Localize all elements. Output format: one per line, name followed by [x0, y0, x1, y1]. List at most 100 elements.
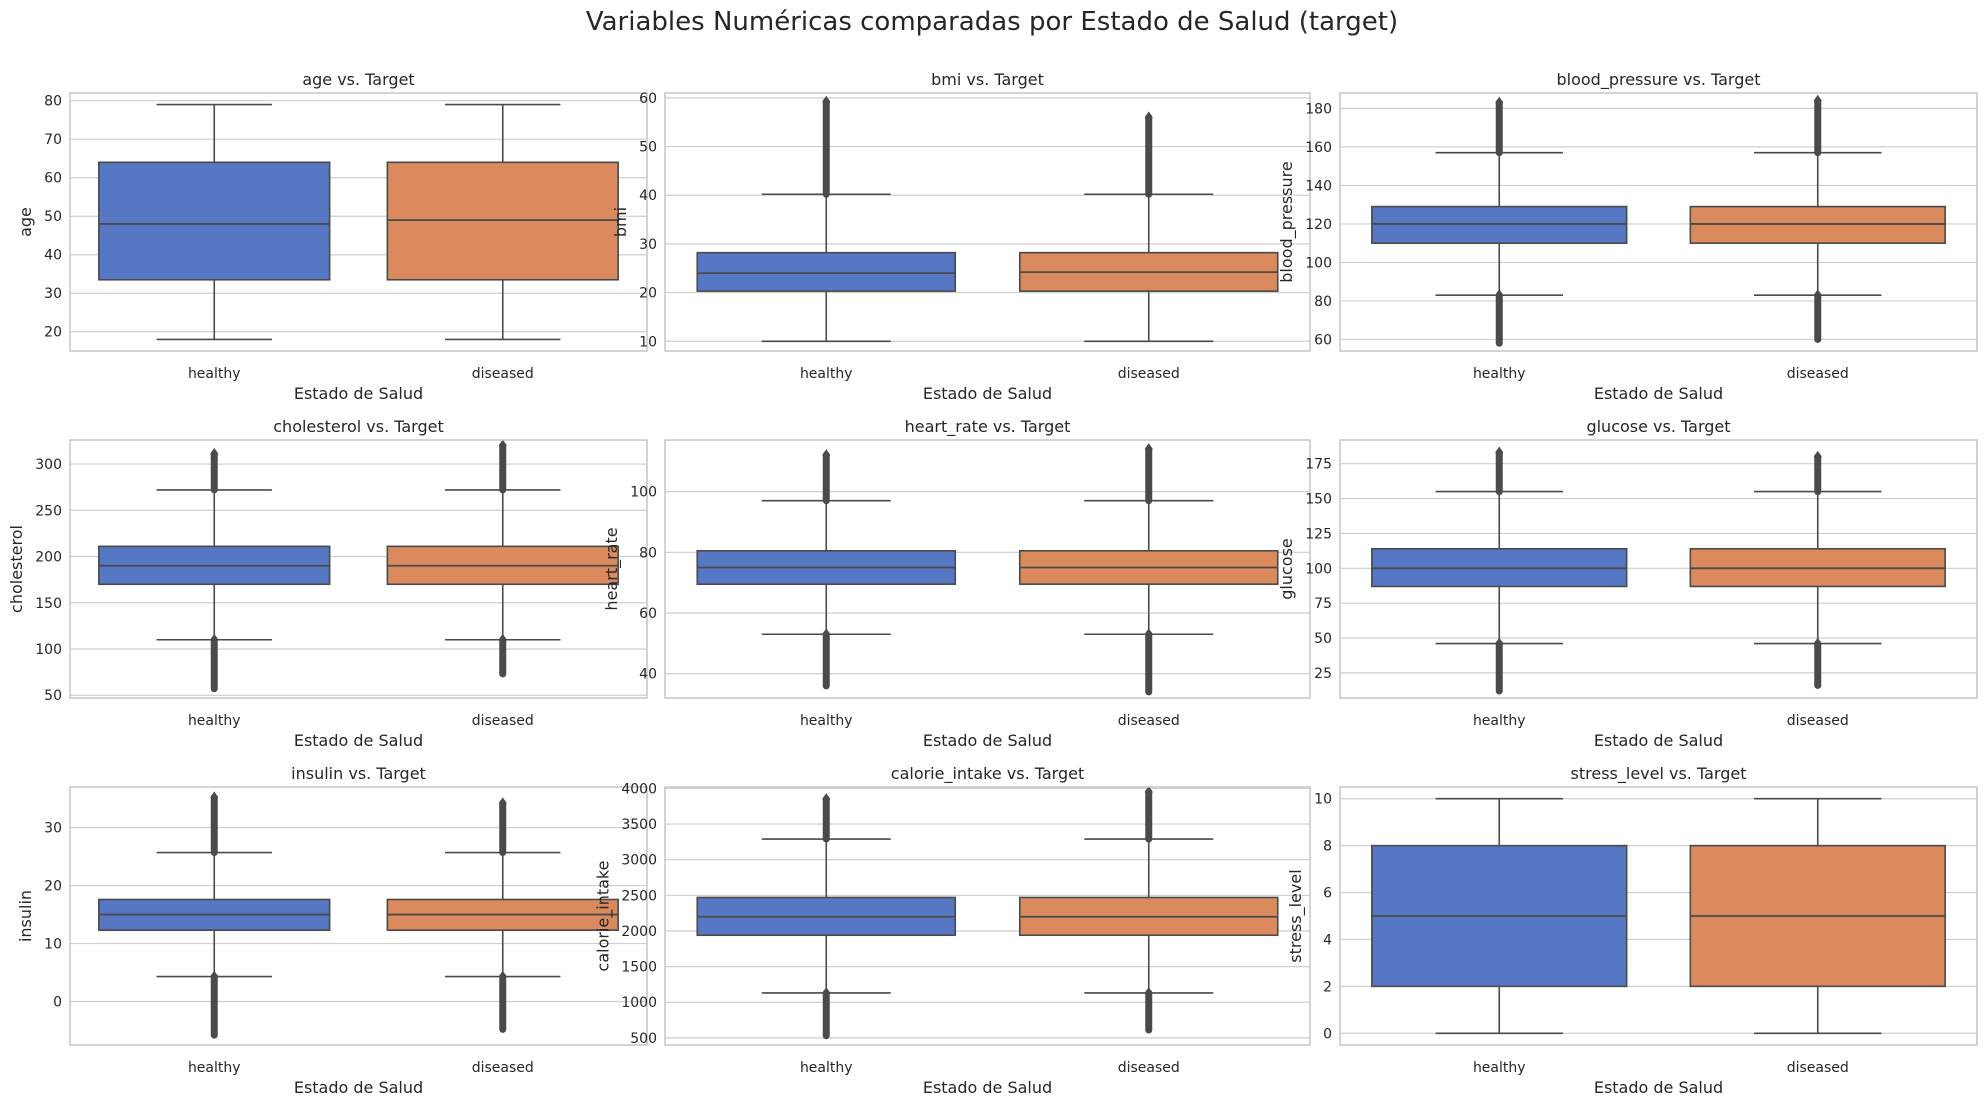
- subplot-title: heart_rate vs. Target: [905, 417, 1071, 437]
- x-axis-label: Estado de Salud: [294, 384, 423, 403]
- y-axis-label: glucose: [1277, 538, 1296, 600]
- outlier-marker: [210, 633, 219, 646]
- y-tick-label: 4: [1323, 932, 1332, 948]
- iqr-box: [1689, 205, 1946, 244]
- x-tick-label: healthy: [800, 713, 853, 729]
- subplot-title: insulin vs. Target: [291, 764, 426, 783]
- subplot-title: blood_pressure vs. Target: [1556, 70, 1760, 90]
- subplot-title: bmi vs. Target: [931, 70, 1044, 89]
- outlier-marker: [210, 791, 219, 804]
- x-axis-label: Estado de Salud: [294, 731, 423, 750]
- outlier-marker: [1813, 289, 1822, 302]
- y-tick-label: 40: [639, 188, 657, 204]
- outlier-marker: [498, 439, 507, 452]
- y-tick-label: 30: [639, 237, 657, 253]
- iqr-box: [386, 161, 619, 281]
- x-tick-label: healthy: [800, 366, 853, 382]
- box-diseased: [1018, 111, 1279, 343]
- y-tick-label: 40: [44, 248, 62, 264]
- y-tick-label: 80: [1314, 294, 1332, 310]
- x-tick-label: diseased: [1787, 1060, 1849, 1076]
- box-healthy: [98, 103, 331, 341]
- y-tick-label: 10: [1314, 792, 1332, 808]
- box-diseased: [1018, 443, 1279, 696]
- x-axis-label: Estado de Salud: [1594, 731, 1723, 750]
- y-tick-label: 1000: [621, 995, 657, 1011]
- subplot-stress_level: 0 2 4 6 8 10 healthy diseased stress_level vs. T…: [1286, 764, 1978, 1097]
- box-diseased: [386, 103, 619, 341]
- y-tick-label: 50: [44, 688, 62, 704]
- y-tick-label: 100: [35, 642, 62, 658]
- subplot-glucose: 25 50 75 100 125 150 175 healthy diseased glucose…: [1277, 417, 1978, 750]
- box-healthy: [1371, 797, 1628, 1035]
- outlier-marker: [498, 633, 507, 646]
- outlier-marker: [1495, 446, 1504, 459]
- plot-frame: [664, 439, 1311, 699]
- box-diseased: [1689, 450, 1946, 689]
- y-tick-label: 180: [1305, 101, 1332, 117]
- x-tick-label: diseased: [1118, 366, 1180, 382]
- y-tick-label: 50: [639, 140, 657, 156]
- y-tick-label: 20: [44, 325, 62, 341]
- y-axis-label: stress_level: [1286, 869, 1306, 962]
- x-tick-label: diseased: [472, 1060, 534, 1076]
- y-tick-label: 70: [44, 132, 62, 148]
- subplot-title: cholesterol vs. Target: [273, 417, 444, 436]
- subplot-title: calorie_intake vs. Target: [891, 764, 1084, 784]
- outlier-marker: [822, 986, 831, 999]
- plot-frame: [664, 786, 1311, 1046]
- box-healthy: [98, 447, 331, 693]
- y-tick-label: 300: [35, 457, 62, 473]
- y-axis-label: age: [16, 207, 35, 237]
- outlier-marker: [1144, 785, 1153, 798]
- outlier-marker: [1813, 637, 1822, 650]
- subplot-bmi: 10 20 30 40 50 60 healthy diseased bmi vs. Targe…: [611, 70, 1311, 403]
- y-tick-label: 150: [1305, 492, 1332, 508]
- box-diseased: [1018, 785, 1279, 1034]
- y-tick-label: 80: [639, 545, 657, 561]
- x-tick-label: diseased: [1118, 1060, 1180, 1076]
- outlier-marker: [1144, 986, 1153, 999]
- outlier-marker: [210, 447, 219, 460]
- figure-title: Variables Numéricas comparadas por Estad…: [586, 7, 1398, 37]
- plot-frame: [1339, 92, 1978, 352]
- y-tick-label: 60: [1314, 332, 1332, 348]
- box-healthy: [1371, 96, 1628, 347]
- x-axis-label: Estado de Salud: [923, 731, 1052, 750]
- x-tick-label: healthy: [188, 366, 241, 382]
- y-tick-label: 100: [630, 485, 657, 501]
- plot-frame: [69, 439, 648, 699]
- subplot-insulin: 0 10 20 30 healthy diseased insulin vs. Target…: [16, 764, 648, 1097]
- plot-frame: [664, 92, 1311, 352]
- outlier-marker: [1144, 443, 1153, 456]
- iqr-box: [1371, 205, 1628, 244]
- y-tick-label: 3500: [621, 817, 657, 833]
- y-tick-label: 60: [639, 606, 657, 622]
- subplot-calorie_intake: 500 1000 1500 2000 2500 3000 3500 4000 healthy di…: [594, 764, 1311, 1097]
- x-tick-label: diseased: [1118, 713, 1180, 729]
- plot-frame: [1339, 786, 1978, 1046]
- y-tick-label: 2000: [621, 924, 657, 940]
- y-axis-label: blood_pressure: [1277, 161, 1297, 282]
- x-axis-label: Estado de Salud: [1594, 1078, 1723, 1097]
- iqr-box: [98, 161, 331, 281]
- y-axis-label: heart_rate: [602, 527, 622, 610]
- x-axis-label: Estado de Salud: [923, 1078, 1052, 1097]
- x-tick-label: healthy: [188, 1060, 241, 1076]
- y-axis-label: cholesterol: [7, 525, 26, 613]
- y-tick-label: 2500: [621, 888, 657, 904]
- box-diseased: [1689, 94, 1946, 343]
- box-healthy: [1371, 446, 1628, 695]
- y-tick-label: 500: [630, 1031, 657, 1047]
- y-tick-label: 60: [44, 171, 62, 187]
- y-tick-label: 10: [44, 937, 62, 953]
- y-tick-label: 50: [44, 209, 62, 225]
- y-axis-label: insulin: [16, 890, 35, 942]
- x-tick-label: diseased: [1787, 366, 1849, 382]
- outlier-marker: [1144, 111, 1153, 124]
- subplot-title: stress_level vs. Target: [1571, 764, 1747, 784]
- x-axis-label: Estado de Salud: [1594, 384, 1723, 403]
- y-tick-label: 125: [1305, 526, 1332, 542]
- x-tick-label: healthy: [1473, 366, 1526, 382]
- y-tick-label: 120: [1305, 217, 1332, 233]
